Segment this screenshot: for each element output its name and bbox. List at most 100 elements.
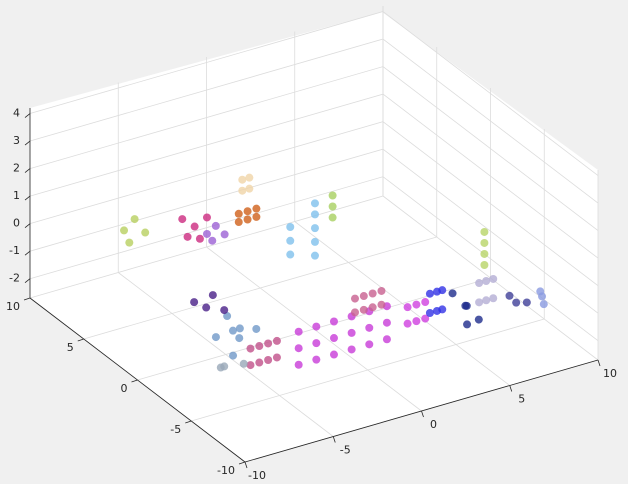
tick-mark <box>24 195 31 201</box>
axes-background <box>30 12 598 462</box>
point <box>512 298 521 307</box>
point <box>329 350 338 359</box>
point <box>329 317 338 326</box>
point <box>480 249 489 258</box>
z-tick-label: 2 <box>13 162 20 175</box>
point <box>252 204 261 213</box>
point <box>475 298 484 307</box>
point <box>245 173 254 182</box>
point <box>368 303 377 312</box>
z-tick-label: 1 <box>13 189 20 202</box>
point <box>475 279 484 288</box>
point <box>294 344 303 353</box>
z-tick-label: 3 <box>13 134 20 147</box>
tick-mark <box>77 338 84 342</box>
point <box>480 260 489 269</box>
point <box>245 184 254 193</box>
point <box>421 314 430 323</box>
point <box>235 334 244 343</box>
point <box>312 355 321 364</box>
point <box>246 344 255 353</box>
z-tick-label: -2 <box>9 272 20 285</box>
grid-line <box>382 148 599 314</box>
point <box>539 300 548 309</box>
tick-mark <box>24 140 31 146</box>
y-tick-label: 10 <box>6 300 20 313</box>
z-tick-label: 4 <box>13 107 20 120</box>
point <box>264 339 273 348</box>
grid-line <box>29 66 384 169</box>
point <box>382 318 391 327</box>
point <box>505 291 514 300</box>
point <box>130 215 139 224</box>
x-tick-label: 5 <box>518 393 525 406</box>
point <box>403 303 412 312</box>
tick-mark <box>24 278 31 284</box>
point <box>243 207 252 216</box>
grid-line <box>29 93 384 197</box>
tick-mark <box>509 385 513 392</box>
point <box>480 238 489 247</box>
point <box>202 229 211 238</box>
point <box>365 340 374 349</box>
point <box>234 218 243 227</box>
tick-mark <box>131 379 138 383</box>
point <box>382 335 391 344</box>
x-tick-label: 10 <box>603 367 617 380</box>
point <box>489 274 498 283</box>
point <box>412 317 421 326</box>
point <box>312 322 321 331</box>
tick-mark <box>238 461 246 465</box>
point <box>538 292 547 301</box>
grid-line <box>382 38 599 204</box>
point <box>229 351 238 360</box>
y-tick-label: -10 <box>217 464 235 477</box>
point <box>183 232 192 241</box>
tick-mark <box>421 410 424 418</box>
point <box>141 228 150 237</box>
point <box>329 334 338 343</box>
point <box>489 294 498 303</box>
point <box>463 320 472 329</box>
point <box>202 303 211 312</box>
point <box>482 277 491 286</box>
grid-line <box>29 176 384 280</box>
point <box>347 345 356 354</box>
grid-line <box>83 236 437 340</box>
point <box>310 210 319 219</box>
grid-line <box>29 38 384 142</box>
point <box>220 230 229 239</box>
x-tick-label: -10 <box>248 469 266 482</box>
point <box>272 336 281 345</box>
point <box>474 315 483 324</box>
point <box>220 306 229 315</box>
point <box>425 308 434 317</box>
point <box>310 224 319 233</box>
point <box>310 199 319 208</box>
point <box>403 319 412 328</box>
point <box>272 353 281 362</box>
point <box>223 312 232 321</box>
grid-line <box>382 93 599 259</box>
point <box>294 360 303 369</box>
point <box>522 298 531 307</box>
x-tick-label: 0 <box>430 418 437 431</box>
point <box>312 339 321 348</box>
point <box>438 286 447 295</box>
point <box>190 298 199 307</box>
point <box>235 324 244 333</box>
point <box>286 236 295 245</box>
grid-line <box>29 121 384 225</box>
point <box>252 324 261 333</box>
point <box>425 289 434 298</box>
y-tick-label: 0 <box>121 382 128 395</box>
point <box>461 301 470 310</box>
point <box>228 326 237 335</box>
point <box>421 298 430 307</box>
point <box>347 328 356 337</box>
point <box>328 191 337 200</box>
point <box>438 305 447 314</box>
point <box>368 289 377 298</box>
point <box>208 236 217 245</box>
